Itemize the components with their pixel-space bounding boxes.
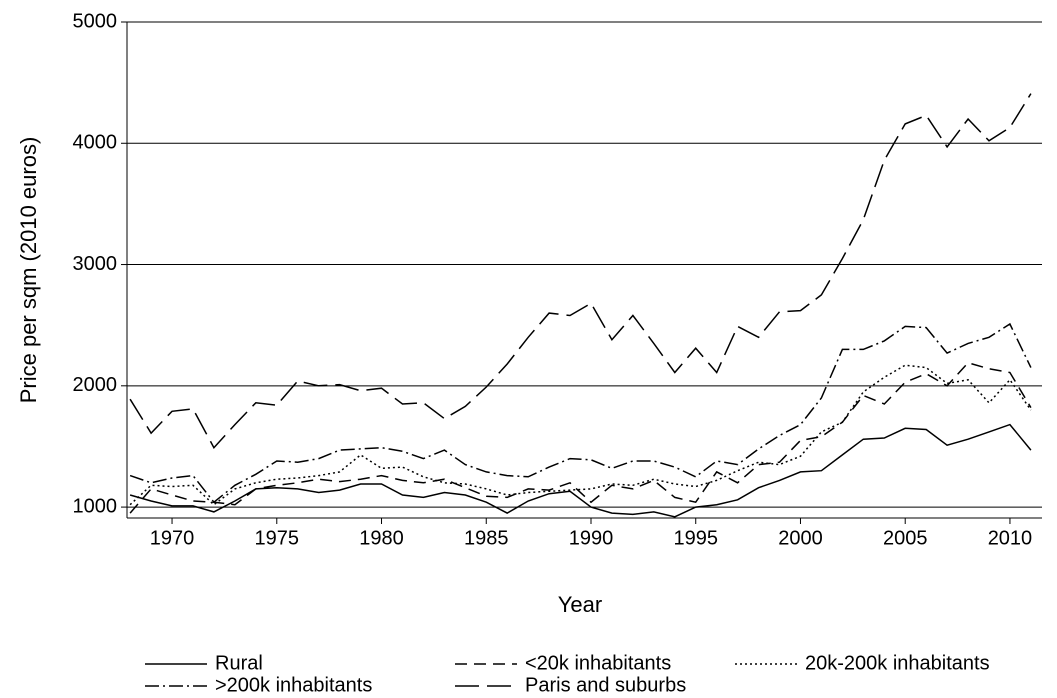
legend-label: <20k inhabitants	[525, 652, 671, 674]
x-tick-label: 1970	[150, 527, 195, 549]
x-tick-label: 1975	[255, 527, 300, 549]
y-axis-label: Price per sqm (2010 euros)	[16, 137, 41, 404]
x-tick-label: 1985	[464, 527, 509, 549]
x-tick-label: 1995	[673, 527, 718, 549]
series-line	[129, 361, 1032, 514]
legend-label: >200k inhabitants	[215, 674, 372, 693]
legend-label: Paris and suburbs	[525, 674, 686, 693]
y-tick-label: 1000	[73, 495, 118, 517]
x-tick-label: 1990	[569, 527, 614, 549]
x-tick-label: 2005	[883, 527, 928, 549]
series-line	[129, 93, 1032, 449]
y-tick-label: 2000	[73, 374, 118, 396]
x-tick-label: 1980	[359, 527, 404, 549]
x-axis-label: Year	[558, 592, 602, 617]
legend-label: Rural	[215, 652, 263, 674]
series-line	[129, 423, 1032, 518]
x-tick-label: 2000	[778, 527, 823, 549]
y-tick-label: 3000	[73, 253, 118, 275]
series-line	[129, 364, 1032, 506]
y-tick-label: 5000	[73, 10, 118, 32]
series-line	[129, 322, 1032, 504]
y-tick-label: 4000	[73, 132, 118, 154]
legend-label: 20k-200k inhabitants	[805, 652, 990, 674]
x-tick-label: 2010	[988, 527, 1033, 549]
